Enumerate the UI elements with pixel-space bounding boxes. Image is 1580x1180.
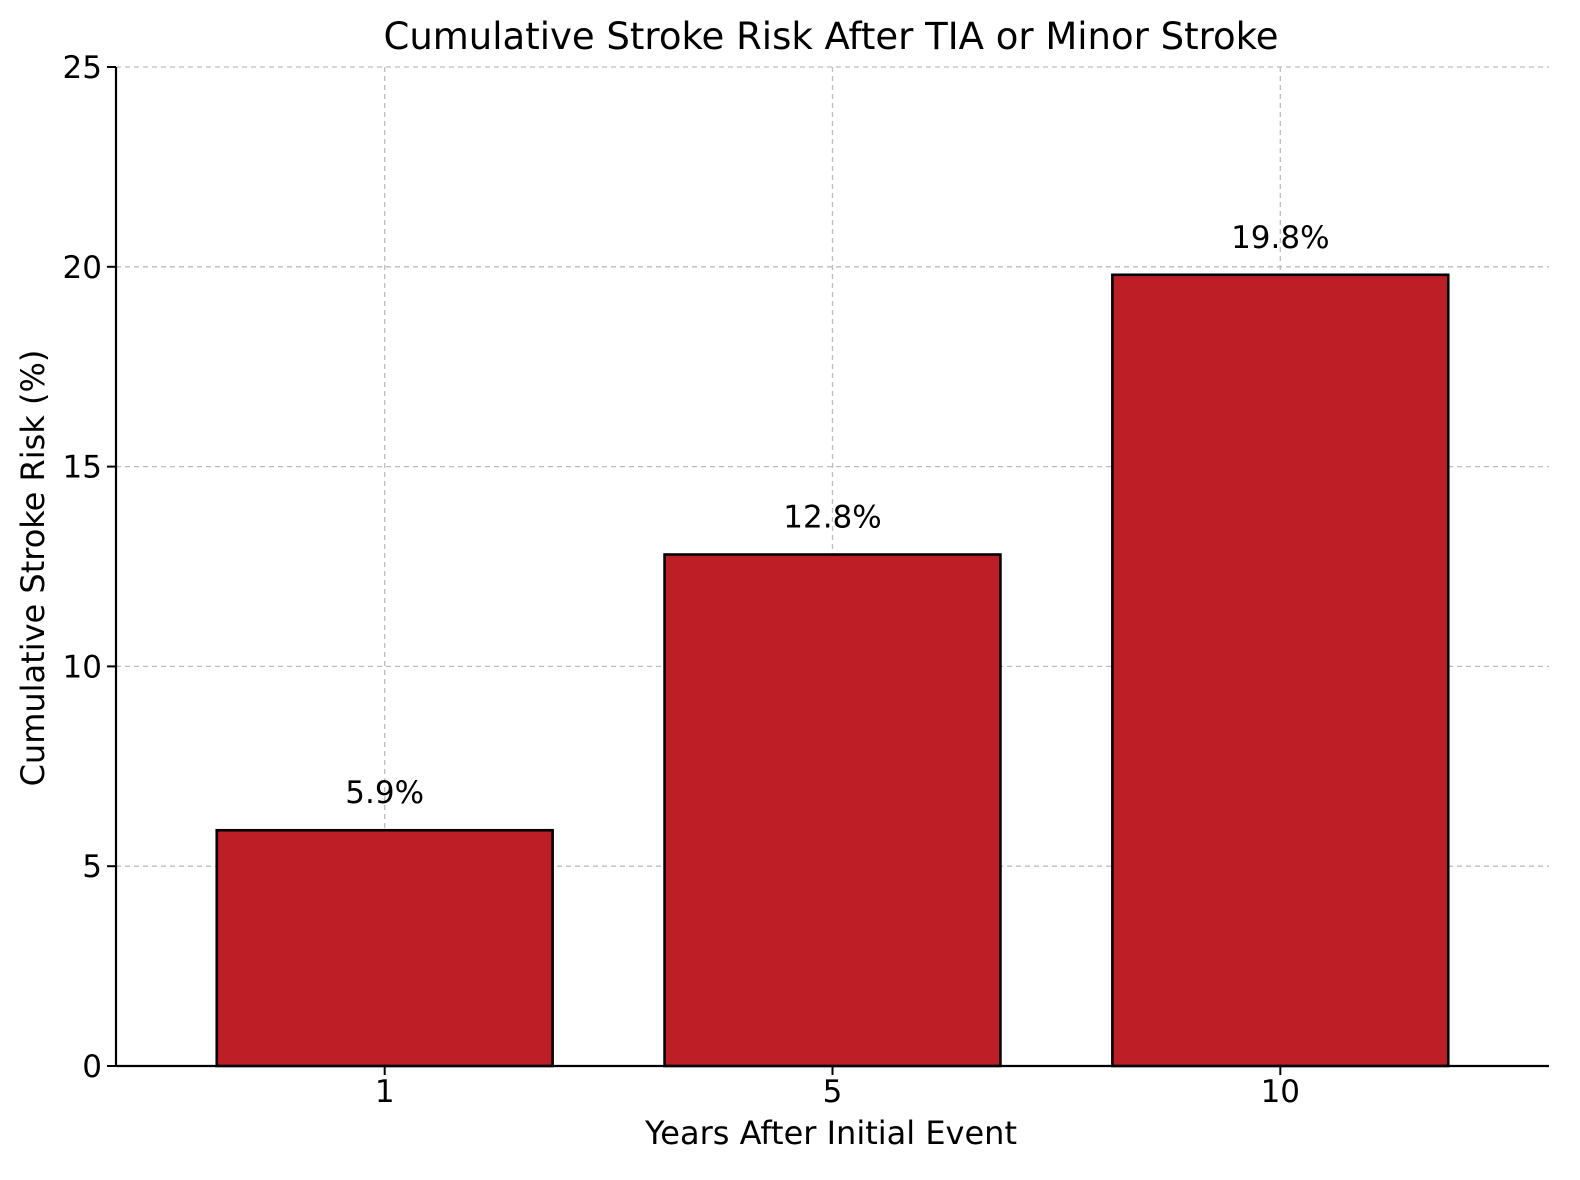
- bar-1: [215, 828, 554, 1068]
- y-tick-label: 5: [82, 849, 102, 885]
- y-tick-label: 15: [63, 450, 102, 486]
- data-label-10: 19.8%: [1231, 220, 1329, 256]
- data-label-5: 12.8%: [783, 500, 881, 536]
- y-tick-label: 10: [63, 649, 102, 685]
- y-tick-label: 20: [63, 250, 102, 286]
- bar-layer: [215, 273, 1450, 1068]
- bar-5: [663, 553, 1002, 1068]
- y-tick-label: 0: [82, 1049, 102, 1085]
- y-axis-label: Cumulative Stroke Risk (%): [14, 350, 52, 787]
- x-tick-label: 10: [1261, 1074, 1300, 1110]
- x-tick-label: 5: [823, 1074, 843, 1110]
- bar-10: [1111, 273, 1450, 1068]
- y-tick-label: 25: [63, 50, 102, 86]
- data-label-1: 5.9%: [345, 775, 424, 811]
- x-tick-label: 1: [375, 1074, 395, 1110]
- x-axis-label: Years After Initial Event: [644, 1114, 1017, 1152]
- axis-layer: [107, 66, 1549, 1075]
- chart-title: Cumulative Stroke Risk After TIA or Mino…: [383, 15, 1278, 58]
